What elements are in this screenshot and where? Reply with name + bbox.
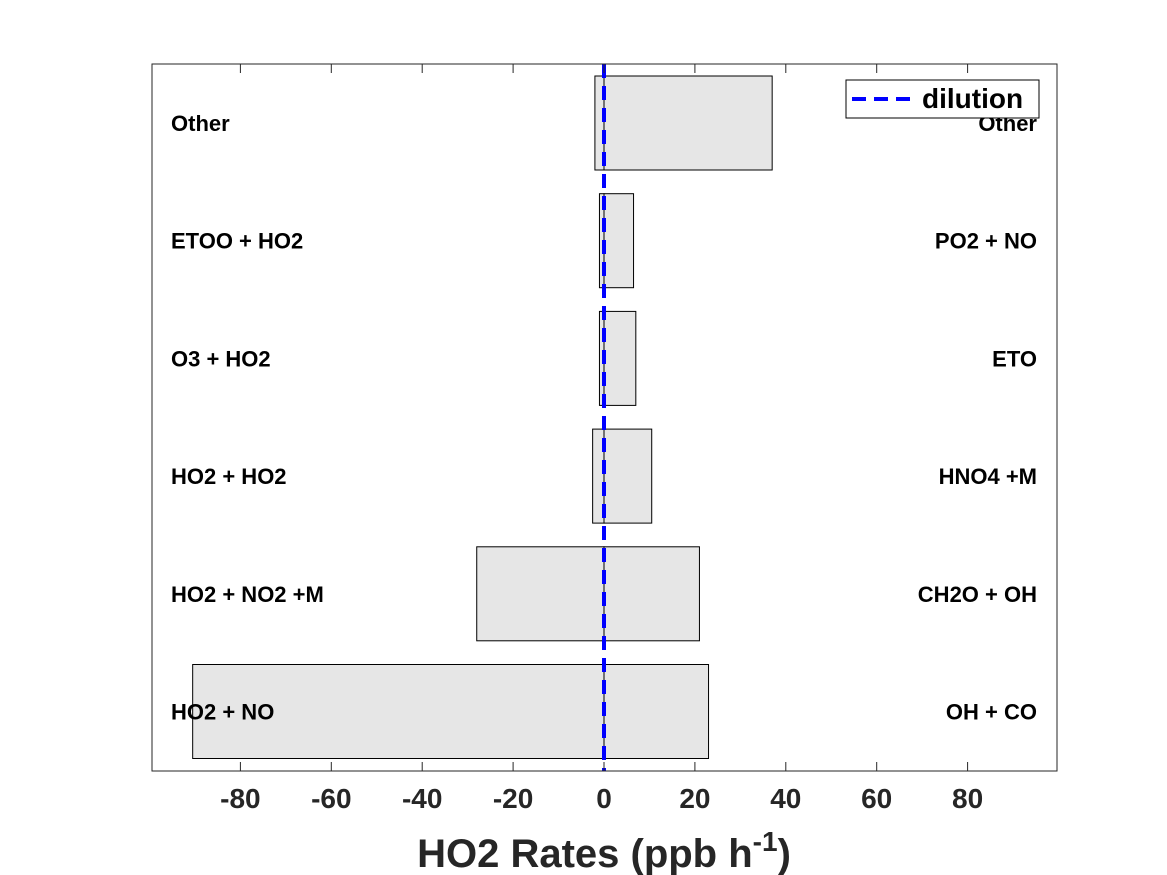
loss-category-label: Other: [171, 111, 230, 136]
bars-layer: [192, 75, 773, 759]
loss-bar: [592, 428, 605, 524]
x-axis-title-superscript: -1: [753, 826, 778, 857]
production-category-label: HNO4 +M: [939, 464, 1037, 489]
x-tick-label: 40: [770, 783, 801, 814]
loss-category-label: HO2 + NO: [171, 700, 274, 725]
loss-category-label: HO2 + HO2: [171, 464, 287, 489]
loss-bar: [192, 664, 605, 759]
production-bar: [603, 546, 700, 642]
x-tick-label: 20: [679, 783, 710, 814]
legend-dilution-label: dilution: [922, 83, 1023, 114]
loss-category-label: ETOO + HO2: [171, 229, 303, 254]
x-axis: -80 -60 -40 -20 0 20 40 60 80: [220, 64, 983, 814]
loss-bar: [594, 75, 605, 171]
x-tick-label: -40: [402, 783, 442, 814]
x-axis-title-main: HO2 Rates (ppb h: [417, 832, 753, 875]
production-category-label: PO2 + NO: [935, 229, 1037, 254]
x-tick-label: 0: [596, 783, 612, 814]
production-bar: [603, 75, 773, 171]
x-tick-label: -20: [493, 783, 533, 814]
x-tick-label: -80: [220, 783, 260, 814]
production-bar: [603, 664, 710, 759]
production-bar: [603, 310, 637, 406]
loss-category-label: O3 + HO2: [171, 346, 271, 371]
x-axis-title: HO2 Rates (ppb h-1): [417, 826, 791, 875]
production-category-label: CH2O + OH: [918, 582, 1037, 607]
loss-category-label: HO2 + NO2 +M: [171, 582, 324, 607]
x-tick-label: -60: [311, 783, 351, 814]
x-axis-title-suffix: ): [778, 832, 791, 875]
x-tick-label: 80: [952, 783, 983, 814]
production-category-label: OH + CO: [946, 700, 1037, 725]
legend: dilution: [845, 79, 1040, 119]
x-tick-label: 60: [861, 783, 892, 814]
production-category-label: ETO: [992, 346, 1037, 371]
production-bar: [603, 428, 653, 524]
loss-bar: [476, 546, 605, 642]
production-bar: [603, 193, 635, 289]
